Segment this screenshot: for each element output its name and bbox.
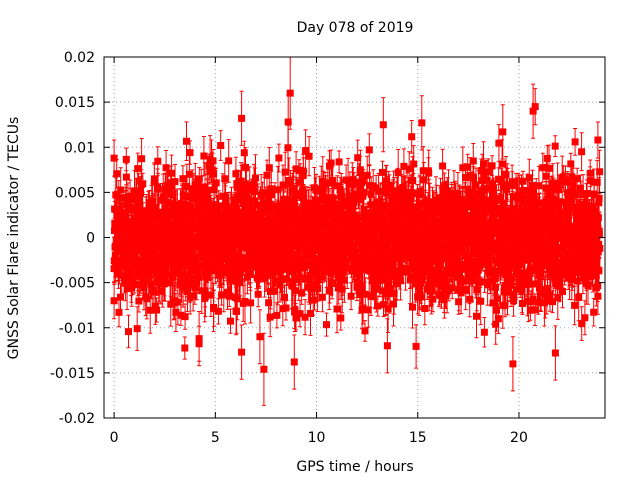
x-tick-label: 5 bbox=[211, 430, 220, 446]
x-tick-label: 10 bbox=[308, 430, 326, 446]
y-tick-label: -0.02 bbox=[59, 411, 95, 427]
x-tick-label: 15 bbox=[409, 430, 427, 446]
x-axis-title: GPS time / hours bbox=[296, 459, 413, 475]
axis-ticks bbox=[104, 56, 605, 419]
y-tick-label: 0.02 bbox=[64, 50, 95, 66]
y-tick-label: 0.005 bbox=[55, 185, 95, 201]
y-tick-labels: -0.02 -0.015 -0.01 -0.005 0 0.005 0.01 0.015 0.0… bbox=[50, 50, 95, 427]
chart-title: Day 078 of 2019 bbox=[297, 20, 414, 36]
data-point-markers bbox=[110, 89, 604, 373]
x-tick-labels: 0 5 10 15 20 bbox=[110, 430, 528, 446]
y-tick-label: 0.01 bbox=[64, 140, 95, 156]
y-tick-label: -0.01 bbox=[59, 321, 95, 337]
y-tick-label: 0 bbox=[86, 231, 95, 247]
y-tick-label: 0.015 bbox=[55, 95, 95, 111]
data-series bbox=[110, 56, 604, 406]
y-tick-label: -0.015 bbox=[50, 366, 95, 382]
y-tick-label: -0.005 bbox=[50, 276, 95, 292]
x-tick-label: 0 bbox=[110, 430, 119, 446]
x-tick-label: 20 bbox=[510, 430, 528, 446]
y-axis-title: GNSS Solar Flare indicator / TECUs bbox=[6, 117, 22, 360]
